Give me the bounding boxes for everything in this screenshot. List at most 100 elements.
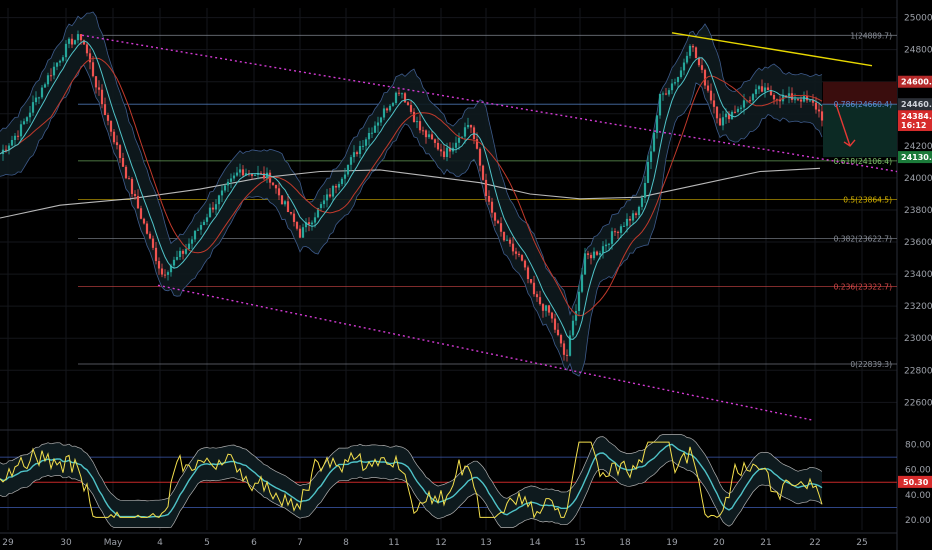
candle-body [550, 312, 554, 319]
candle-body [283, 201, 287, 205]
candle-body [412, 111, 416, 123]
candle-body [172, 259, 176, 266]
time-tick-label: May [104, 538, 123, 548]
candle-body [463, 127, 467, 137]
candle-body [544, 305, 548, 311]
candle-body [16, 135, 20, 137]
candle-body [646, 161, 650, 183]
fib-retracement[interactable]: 1(24889.7) 0.786(24660.4) 0.618(24106.4) 0.… [78, 31, 897, 369]
candle-body [418, 121, 422, 131]
candle-body [778, 99, 782, 102]
candle-body [493, 212, 497, 221]
candle-body [205, 217, 209, 222]
candle-body [649, 151, 653, 162]
candle-body [490, 201, 494, 213]
candle-body [322, 200, 326, 205]
time-tick-label: 15 [574, 538, 585, 548]
time-tick-label: 6 [251, 538, 257, 548]
candle-body [436, 142, 440, 150]
candle-body [139, 208, 143, 219]
price-tags: 24600.0 24460.0 24384.916:12 24130.0 [898, 75, 932, 164]
candle-body [787, 93, 791, 97]
price-tick-label: 23000.0 [904, 334, 932, 344]
candle-body [304, 222, 308, 228]
candle-body [64, 43, 68, 58]
candle-body [763, 87, 767, 92]
candle-body [13, 135, 17, 140]
candle-body [109, 120, 113, 132]
candle-body [76, 34, 80, 41]
rsi-pane[interactable]: 20.00 40.00 60.00 80.00 50.30 [0, 434, 932, 528]
candle-body [148, 233, 152, 239]
candle-body [238, 169, 242, 173]
candle-body [406, 102, 410, 106]
bollinger-band-fill [0, 12, 822, 377]
candle-body [259, 172, 263, 174]
price-tick-label: 25000.0 [904, 14, 932, 24]
down-arrow-head-icon [843, 139, 856, 147]
candle-body [559, 335, 563, 344]
candle-body [388, 105, 392, 111]
price-tick-label: 24000.0 [904, 174, 932, 184]
rsi-current-tag [898, 475, 932, 488]
price-tag-label: 24384.9 [901, 112, 932, 121]
candle-body [61, 57, 65, 61]
price-tag-label: 24130.0 [901, 153, 932, 162]
down-arrow-icon [835, 103, 851, 147]
candle-body [718, 118, 722, 126]
price-tick-label: 22600.0 [904, 398, 932, 408]
candle-body [487, 196, 491, 202]
candle-body [385, 108, 389, 111]
candle-body [535, 294, 539, 298]
candle-body [703, 69, 707, 86]
candle-body [271, 182, 275, 185]
candle-body [112, 131, 116, 143]
candle-body [382, 108, 386, 118]
candle-body [670, 83, 674, 91]
time-tick-label: 4 [157, 538, 163, 548]
candle-body [481, 165, 485, 180]
candle-body [766, 87, 770, 91]
candle-body [586, 253, 590, 255]
candle-body [685, 55, 689, 63]
candle-body [556, 329, 560, 336]
candle-body [439, 149, 443, 152]
candle-body [178, 250, 182, 258]
candle-body [448, 147, 452, 152]
candle-body [43, 84, 47, 88]
price-tick-label: 23200.0 [904, 302, 932, 312]
fib-level-label: 0.236(23322.7) [834, 282, 892, 291]
candle-body [409, 105, 413, 112]
candle-body [538, 297, 542, 305]
candle-body [328, 194, 332, 197]
candle-body [814, 102, 818, 110]
candle-body [370, 132, 374, 134]
candle-body [601, 246, 605, 253]
candle-body [706, 85, 710, 91]
candle-body [325, 194, 329, 201]
candle-body [229, 178, 233, 182]
candle-body [292, 213, 296, 222]
candle-body [142, 218, 146, 224]
candle-body [358, 145, 362, 155]
rsi-tick-label: 20.00 [905, 516, 931, 526]
candle-body [280, 195, 284, 205]
fib-level-label: 1(24889.7) [850, 31, 892, 40]
candle-body [22, 121, 26, 125]
price-tick-label: 23800.0 [904, 206, 932, 216]
candle-body [577, 291, 581, 311]
candle-body [319, 204, 323, 208]
candle-body [127, 178, 131, 180]
candle-body [733, 111, 737, 113]
candle-body [166, 272, 170, 275]
resistance-trendline[interactable] [671, 32, 873, 67]
price-tick-label: 23400.0 [904, 270, 932, 280]
candle-body [613, 231, 617, 233]
candle-body [796, 99, 800, 101]
candle-body [460, 136, 464, 138]
candle-body [130, 178, 134, 194]
candle-body [712, 100, 716, 107]
channel-lower-line[interactable] [157, 284, 813, 421]
short-target-zone [823, 104, 897, 158]
